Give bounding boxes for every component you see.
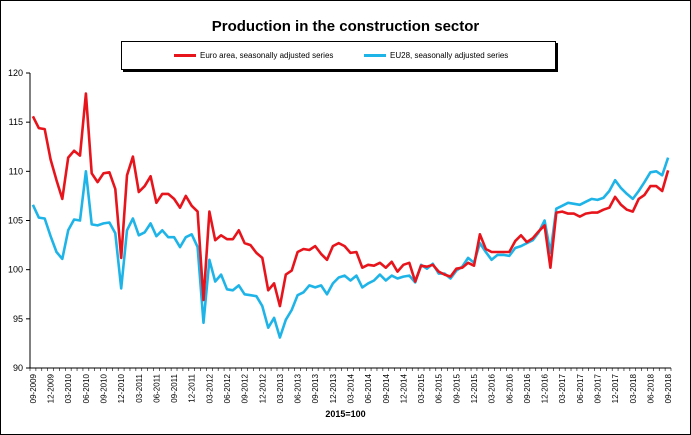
x-tick-label: 06-2018 [646,373,655,403]
y-tick-label: 120 [8,68,23,78]
x-tick-label: 06-2015 [435,373,444,403]
x-tick-label: 09-2016 [523,373,532,403]
x-tick-label: 03-2013 [276,373,285,403]
x-tick-label: 12-2012 [258,373,267,403]
chart-legend: Euro area, seasonally adjusted series EU… [121,41,556,70]
x-axis-label: 2015=100 [325,409,366,419]
x-tick-label: 06-2013 [294,373,303,403]
x-tick-label: 12-2013 [329,373,338,403]
x-tick-label: 09-2011 [170,373,179,402]
x-tick-label: 12-2014 [399,373,408,403]
y-tick-label: 110 [9,166,23,176]
x-tick-label: 09-2015 [452,373,461,403]
x-tick-label: 03-2011 [135,373,144,402]
y-tick-label: 105 [8,216,23,226]
x-tick-label: 03-2017 [558,373,567,403]
x-tick-label: 12-2016 [541,373,550,403]
x-tick-label: 06-2010 [82,373,91,403]
y-tick-label: 95 [13,314,23,324]
x-tick-label: 03-2010 [64,373,73,403]
x-tick-label: 09-2014 [382,373,391,403]
x-tick-label: 09-2012 [241,373,250,403]
y-tick-label: 100 [8,265,23,275]
x-tick-label: 12-2009 [47,373,56,403]
legend-label-eu28: EU28, seasonally adjusted series [390,51,509,60]
x-tick-label: 12-2010 [117,373,126,403]
y-tick-label: 115 [9,117,23,127]
x-tick-label: 03-2016 [488,373,497,403]
x-tick-label: 06-2012 [223,373,232,403]
x-tick-label: 09-2017 [593,373,602,403]
x-tick-label: 09-2018 [664,373,673,403]
x-tick-label: 06-2017 [576,373,585,403]
chart-title: Production in the construction sector [211,18,480,35]
x-tick-label: 03-2018 [629,373,638,403]
legend-item-euro-area: Euro area, seasonally adjusted series [174,51,333,60]
series-line-eu28 [31,157,670,339]
legend-swatch-euro-area [174,54,196,57]
x-tick-label: 09-2010 [100,373,109,403]
x-tick-label: 12-2011 [188,373,197,402]
x-tick-label: 09-2009 [29,373,38,403]
y-tick-label: 90 [13,363,23,373]
x-tick-label: 12-2017 [611,373,620,403]
legend-swatch-eu28 [364,54,386,57]
x-tick-label: 03-2015 [417,373,426,403]
x-tick-label: 06-2016 [505,373,514,403]
legend-label-euro-area: Euro area, seasonally adjusted series [200,51,334,60]
legend-item-eu28: EU28, seasonally adjusted series [364,51,508,60]
x-tick-label: 12-2015 [470,373,479,403]
x-tick-label: 06-2014 [364,373,373,403]
x-tick-label: 03-2014 [347,373,356,403]
x-tick-label: 09-2013 [311,373,320,403]
x-tick-label: 06-2011 [152,373,161,402]
x-tick-label: 03-2012 [205,373,214,403]
series-line-euro-area [31,92,670,308]
